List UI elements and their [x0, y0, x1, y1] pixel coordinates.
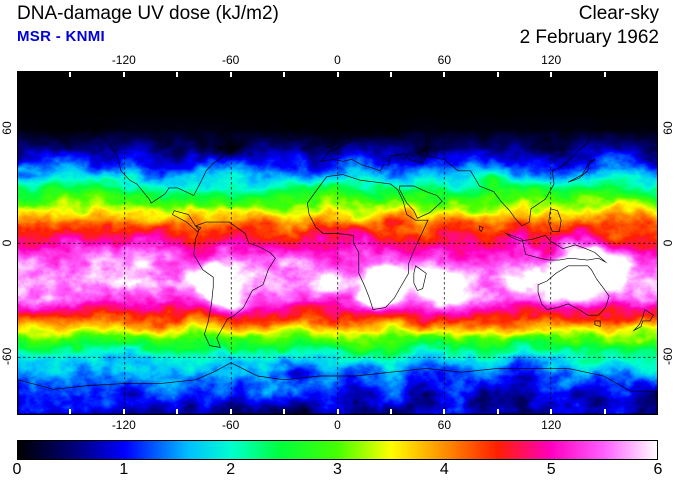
colorbar-tick-labels: 0 1 2 3 4 5 6: [13, 461, 663, 480]
axis-tick-major: [13, 348, 17, 367]
axis-tick: [496, 72, 499, 77]
axis-tick-major: [488, 415, 507, 419]
axis-tick: [443, 409, 446, 414]
axis-tick: [389, 409, 392, 414]
axis-tick-major: [221, 67, 240, 71]
axis-tick: [496, 409, 499, 414]
x-axis-label: 120: [541, 418, 562, 432]
x-axis-label: -60: [221, 53, 240, 67]
uv-colorbar: [17, 440, 658, 460]
axis-tick-major: [61, 67, 80, 71]
axis-tick: [122, 72, 125, 77]
axis-tick-major: [168, 415, 187, 419]
x-axis-label: 0: [334, 53, 341, 67]
axis-tick: [336, 409, 339, 414]
axis-tick: [443, 72, 446, 77]
axis-tick-major: [114, 415, 133, 419]
axis-tick-major: [542, 67, 561, 71]
sky-condition-label: Clear-sky: [578, 3, 659, 24]
page-title: DNA-damage UV dose (kJ/m2): [17, 3, 279, 24]
x-axis-label: -60: [221, 418, 240, 432]
axis-tick-major: [658, 234, 662, 252]
axis-tick: [122, 409, 125, 414]
colorbar-tick-label: 3: [333, 461, 342, 478]
axis-tick-major: [328, 415, 347, 419]
y-axis-label: -60: [0, 347, 14, 365]
axis-tick-major: [61, 415, 80, 419]
y-axis-label: 0: [661, 239, 675, 247]
y-axis-label: 60: [0, 121, 14, 136]
colorbar-tick-label: 2: [226, 461, 236, 478]
date-label: 2 February 1962: [519, 27, 659, 48]
axis-tick-major: [114, 67, 133, 71]
axis-tick-major: [488, 67, 507, 71]
axis-tick: [283, 409, 286, 414]
uv-heatmap-canvas: [18, 72, 657, 414]
axis-tick-major: [595, 415, 614, 419]
x-axis-label: 0: [334, 418, 341, 432]
colorbar-tick-label: 5: [546, 461, 556, 478]
axis-tick-major: [275, 415, 294, 419]
axis-tick: [69, 72, 72, 77]
axis-tick: [229, 409, 232, 414]
colorbar-tick-label: 6: [653, 461, 663, 478]
axis-tick-major: [275, 67, 294, 71]
data-source-label: MSR - KNMI: [17, 28, 105, 45]
axis-tick-major: [168, 67, 187, 71]
axis-tick: [603, 72, 606, 77]
axis-tick: [603, 409, 606, 414]
axis-tick: [176, 72, 179, 77]
axis-tick-major: [435, 415, 454, 419]
axis-tick: [176, 409, 179, 414]
axis-tick-major: [381, 415, 400, 419]
axis-tick-major: [13, 119, 17, 138]
axis-tick-major: [381, 67, 400, 71]
y-axis-label: 60: [661, 121, 675, 136]
axis-tick: [550, 409, 553, 414]
axis-tick-major: [542, 415, 561, 419]
axis-tick-major: [435, 67, 454, 71]
x-axis-label: 60: [437, 53, 451, 67]
colorbar-gradient: [18, 441, 657, 459]
colorbar-tick-label: 0: [12, 461, 22, 478]
axis-tick: [283, 72, 286, 77]
axis-tick-major: [658, 119, 662, 138]
axis-tick-major: [328, 67, 347, 71]
axis-tick: [550, 72, 553, 77]
y-axis-label: 0: [0, 239, 14, 247]
axis-tick-major: [221, 415, 240, 419]
uv-dose-map: [17, 71, 658, 415]
axis-tick: [389, 72, 392, 77]
y-axis-label: -60: [661, 347, 675, 365]
x-axis-label: -120: [111, 53, 136, 67]
axis-tick-major: [13, 234, 17, 252]
axis-tick: [229, 72, 232, 77]
axis-tick-major: [658, 348, 662, 367]
x-axis-label: -120: [111, 418, 136, 432]
x-axis-label: 120: [541, 53, 562, 67]
axis-tick: [336, 72, 339, 77]
colorbar-tick-label: 4: [439, 461, 449, 478]
axis-tick-major: [595, 67, 614, 71]
axis-tick: [69, 409, 72, 414]
colorbar-tick-label: 1: [119, 461, 129, 478]
x-axis-label: 60: [437, 418, 451, 432]
